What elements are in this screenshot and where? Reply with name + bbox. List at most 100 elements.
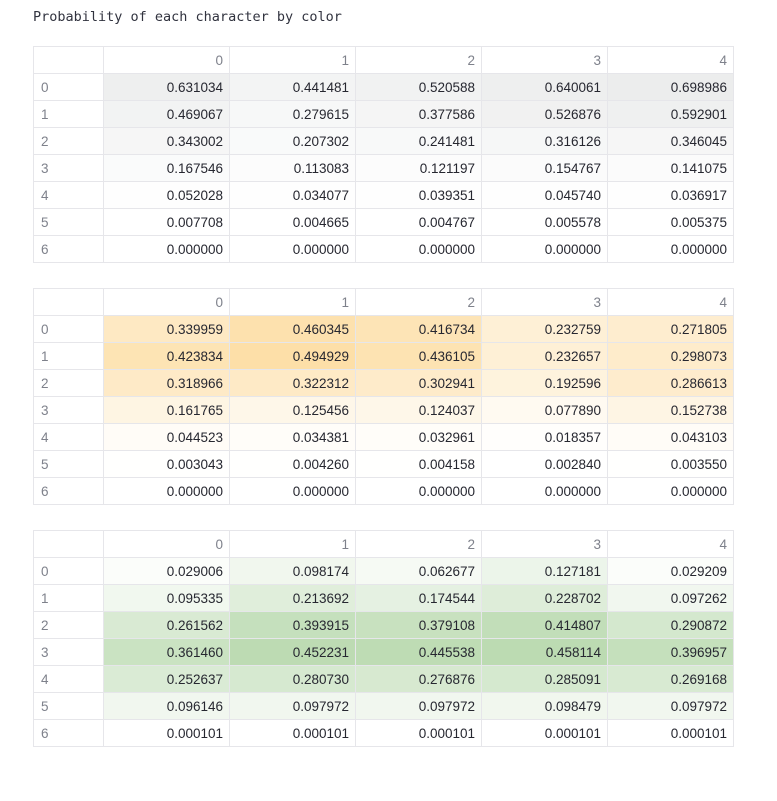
table-cell[interactable]: 0.002840 xyxy=(481,450,608,478)
table-cell[interactable]: 0.032961 xyxy=(355,423,482,451)
table-cell[interactable]: 0.318966 xyxy=(103,369,230,397)
table-cell[interactable]: 0.045740 xyxy=(481,181,608,209)
table-cell[interactable]: 0.077890 xyxy=(481,396,608,424)
table-cell[interactable]: 0.097972 xyxy=(355,692,482,720)
table-cell[interactable]: 0.167546 xyxy=(103,154,230,182)
table-cell[interactable]: 0.520588 xyxy=(355,73,482,101)
table-cell[interactable]: 0.003043 xyxy=(103,450,230,478)
table-cell[interactable]: 0.000000 xyxy=(103,477,230,505)
table-cell[interactable]: 0.414807 xyxy=(481,611,608,639)
table-cell[interactable]: 0.361460 xyxy=(103,638,230,666)
table-cell[interactable]: 0.592901 xyxy=(607,100,734,128)
table-cell[interactable]: 0.029006 xyxy=(103,557,230,585)
table-cell[interactable]: 0.640061 xyxy=(481,73,608,101)
table-cell[interactable]: 0.000101 xyxy=(355,719,482,747)
table-cell[interactable]: 0.276876 xyxy=(355,665,482,693)
table-cell[interactable]: 0.396957 xyxy=(607,638,734,666)
table-cell[interactable]: 0.005375 xyxy=(607,208,734,236)
table-cell[interactable]: 0.343002 xyxy=(103,127,230,155)
table-cell[interactable]: 0.458114 xyxy=(481,638,608,666)
table-cell[interactable]: 0.322312 xyxy=(229,369,356,397)
table-cell[interactable]: 0.469067 xyxy=(103,100,230,128)
table-cell[interactable]: 0.062677 xyxy=(355,557,482,585)
table-cell[interactable]: 0.232759 xyxy=(481,315,608,343)
column-header[interactable]: 1 xyxy=(229,46,356,74)
table-cell[interactable]: 0.000000 xyxy=(103,235,230,263)
table-cell[interactable]: 0.044523 xyxy=(103,423,230,451)
table-cell[interactable]: 0.127181 xyxy=(481,557,608,585)
table-cell[interactable]: 0.379108 xyxy=(355,611,482,639)
table-cell[interactable]: 0.000000 xyxy=(355,235,482,263)
table-cell[interactable]: 0.034077 xyxy=(229,181,356,209)
table-cell[interactable]: 0.005578 xyxy=(481,208,608,236)
column-header[interactable]: 3 xyxy=(481,530,608,558)
table-cell[interactable]: 0.423834 xyxy=(103,342,230,370)
table-cell[interactable]: 0.174544 xyxy=(355,584,482,612)
table-cell[interactable]: 0.436105 xyxy=(355,342,482,370)
table-cell[interactable]: 0.452231 xyxy=(229,638,356,666)
table-cell[interactable]: 0.154767 xyxy=(481,154,608,182)
column-header[interactable]: 3 xyxy=(481,46,608,74)
table-cell[interactable]: 0.241481 xyxy=(355,127,482,155)
table-cell[interactable]: 0.346045 xyxy=(607,127,734,155)
table-cell[interactable]: 0.192596 xyxy=(481,369,608,397)
table-cell[interactable]: 0.098479 xyxy=(481,692,608,720)
table-cell[interactable]: 0.000101 xyxy=(481,719,608,747)
table-cell[interactable]: 0.339959 xyxy=(103,315,230,343)
column-header[interactable]: 2 xyxy=(355,530,482,558)
table-cell[interactable]: 0.261562 xyxy=(103,611,230,639)
column-header[interactable]: 4 xyxy=(607,530,734,558)
table-cell[interactable]: 0.393915 xyxy=(229,611,356,639)
column-header[interactable]: 1 xyxy=(229,288,356,316)
table-cell[interactable]: 0.000000 xyxy=(481,477,608,505)
column-header[interactable]: 0 xyxy=(103,46,230,74)
table-cell[interactable]: 0.097972 xyxy=(607,692,734,720)
table-cell[interactable]: 0.698986 xyxy=(607,73,734,101)
table-cell[interactable]: 0.000101 xyxy=(229,719,356,747)
table-cell[interactable]: 0.029209 xyxy=(607,557,734,585)
table-cell[interactable]: 0.494929 xyxy=(229,342,356,370)
table-cell[interactable]: 0.121197 xyxy=(355,154,482,182)
table-cell[interactable]: 0.098174 xyxy=(229,557,356,585)
table-cell[interactable]: 0.285091 xyxy=(481,665,608,693)
table-cell[interactable]: 0.000101 xyxy=(103,719,230,747)
table-cell[interactable]: 0.290872 xyxy=(607,611,734,639)
table-cell[interactable]: 0.269168 xyxy=(607,665,734,693)
table-cell[interactable]: 0.036917 xyxy=(607,181,734,209)
table-cell[interactable]: 0.007708 xyxy=(103,208,230,236)
table-cell[interactable]: 0.161765 xyxy=(103,396,230,424)
column-header[interactable]: 4 xyxy=(607,288,734,316)
table-cell[interactable]: 0.000000 xyxy=(481,235,608,263)
table-cell[interactable]: 0.043103 xyxy=(607,423,734,451)
column-header[interactable]: 2 xyxy=(355,46,482,74)
table-cell[interactable]: 0.052028 xyxy=(103,181,230,209)
table-cell[interactable]: 0.286613 xyxy=(607,369,734,397)
column-header[interactable]: 0 xyxy=(103,288,230,316)
table-cell[interactable]: 0.113083 xyxy=(229,154,356,182)
table-cell[interactable]: 0.280730 xyxy=(229,665,356,693)
table-cell[interactable]: 0.271805 xyxy=(607,315,734,343)
table-cell[interactable]: 0.302941 xyxy=(355,369,482,397)
table-cell[interactable]: 0.095335 xyxy=(103,584,230,612)
column-header[interactable]: 3 xyxy=(481,288,608,316)
table-cell[interactable]: 0.252637 xyxy=(103,665,230,693)
table-cell[interactable]: 0.441481 xyxy=(229,73,356,101)
table-cell[interactable]: 0.526876 xyxy=(481,100,608,128)
table-cell[interactable]: 0.228702 xyxy=(481,584,608,612)
table-cell[interactable]: 0.279615 xyxy=(229,100,356,128)
table-cell[interactable]: 0.004767 xyxy=(355,208,482,236)
table-cell[interactable]: 0.416734 xyxy=(355,315,482,343)
table-cell[interactable]: 0.000000 xyxy=(229,477,356,505)
table-cell[interactable]: 0.039351 xyxy=(355,181,482,209)
column-header[interactable]: 1 xyxy=(229,530,356,558)
table-cell[interactable]: 0.316126 xyxy=(481,127,608,155)
table-cell[interactable]: 0.125456 xyxy=(229,396,356,424)
table-cell[interactable]: 0.000000 xyxy=(355,477,482,505)
column-header[interactable]: 2 xyxy=(355,288,482,316)
table-cell[interactable]: 0.097972 xyxy=(229,692,356,720)
table-cell[interactable]: 0.152738 xyxy=(607,396,734,424)
table-cell[interactable]: 0.232657 xyxy=(481,342,608,370)
table-cell[interactable]: 0.460345 xyxy=(229,315,356,343)
table-cell[interactable]: 0.377586 xyxy=(355,100,482,128)
column-header[interactable]: 0 xyxy=(103,530,230,558)
